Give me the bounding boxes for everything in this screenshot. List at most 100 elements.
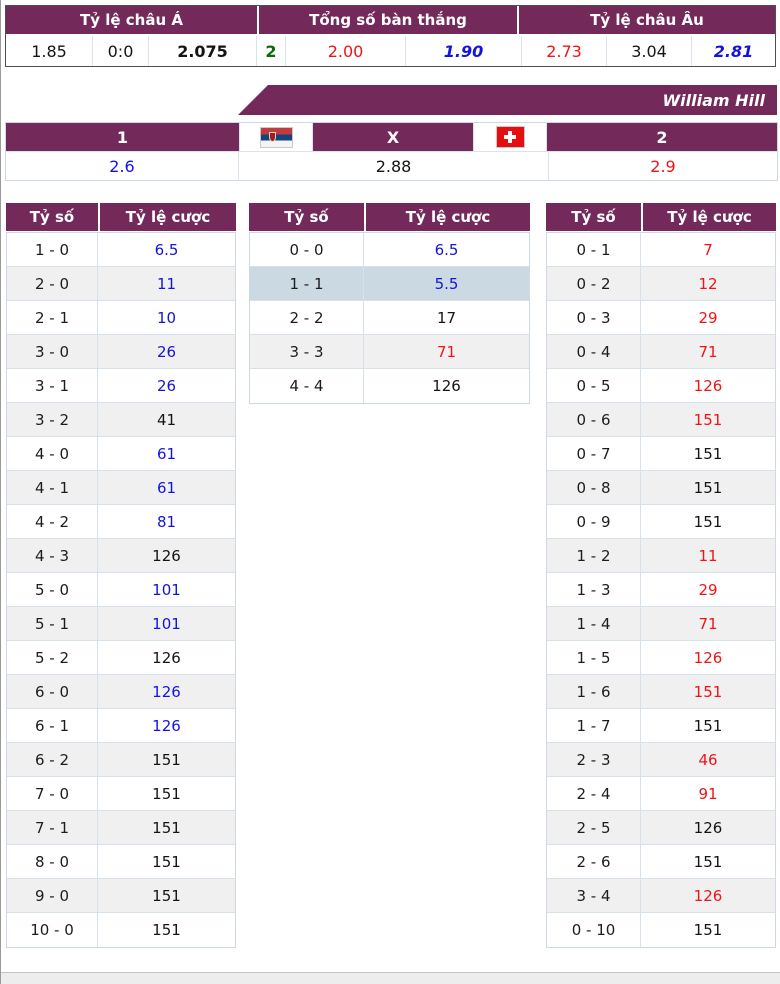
score-row: 8 - 0 151: [7, 845, 235, 879]
score-value: 3 - 2: [7, 403, 98, 436]
score-value: 3 - 1: [7, 369, 98, 402]
score-value: 5 - 1: [7, 607, 98, 640]
score-value: 0 - 8: [547, 471, 641, 504]
odds-value: 81: [156, 512, 177, 531]
score-value: 1 - 7: [547, 709, 641, 742]
score-row: 10 - 0 151: [7, 913, 235, 947]
score-row: 3 - 0 26: [7, 335, 235, 369]
odds-column-header: Tỷ lệ cược: [100, 203, 236, 231]
score-value: 6 - 0: [7, 675, 98, 708]
odds-value: 6.5: [154, 240, 179, 259]
score-row: 5 - 2 126: [7, 641, 235, 675]
odds-value: 101: [152, 614, 181, 633]
top-odds-values: 1.85 0:0 2.075 2 2.00 1.90 2.73 3.04 2.81: [6, 36, 775, 66]
score-rows: 1 - 0 6.5 2 - 0 11 2 - 1 10 3 - 0 26 3 - 1 26 3 - …: [6, 232, 236, 948]
score-value: 4 - 4: [250, 369, 364, 403]
score-value: 4 - 1: [7, 471, 98, 504]
score-row: 1 - 7 151: [547, 709, 775, 743]
odds-value: 151: [693, 921, 723, 939]
odds-value: 61: [156, 444, 177, 463]
footer-strip: [1, 972, 780, 984]
score-row: 4 - 3 126: [7, 539, 235, 573]
odds-value: 1.90: [406, 36, 522, 66]
home-flag-cell: [239, 123, 313, 151]
odds-column-header: Tỷ lệ cược: [366, 203, 530, 231]
match-odds-table: 1 X 2 2.6 2.88 2.9: [5, 122, 778, 181]
score-row: 6 - 1 126: [7, 709, 235, 743]
odds-value: 6.5: [434, 240, 459, 259]
asian-odds-header: Tỷ lệ châu Á: [6, 6, 257, 34]
home-label: 1: [6, 123, 239, 151]
score-value: 7 - 1: [7, 811, 98, 844]
score-value: 0 - 4: [547, 335, 641, 368]
score-column-header: Tỷ số: [249, 203, 364, 231]
odds-value: 151: [152, 784, 181, 803]
score-value: 0 - 3: [547, 301, 641, 334]
odds-value: 2.00: [286, 36, 406, 66]
odds-value: 11: [156, 274, 177, 293]
odds-value: 0:0: [93, 36, 149, 66]
odds-value: 151: [152, 852, 181, 871]
score-value: 6 - 1: [7, 709, 98, 742]
score-row: 2 - 6 151: [547, 845, 775, 879]
score-row: 0 - 9 151: [547, 505, 775, 539]
score-value: 6 - 2: [7, 743, 98, 776]
score-row: 3 - 3 71: [250, 335, 529, 369]
score-value: 1 - 1: [250, 267, 364, 300]
total-goals-header: Tổng số bàn thắng: [259, 6, 517, 34]
score-value: 2 - 0: [7, 267, 98, 300]
draw-label: X: [313, 123, 473, 151]
odds-value: 29: [698, 308, 718, 327]
odds-value: 151: [693, 512, 723, 531]
odds-value: 26: [156, 342, 177, 361]
score-row: 2 - 4 91: [547, 777, 775, 811]
score-row: 4 - 0 61: [7, 437, 235, 471]
match-odds-header-row: 1 X 2: [6, 123, 777, 151]
odds-value: 7: [703, 240, 713, 259]
score-value: 2 - 2: [250, 301, 364, 334]
score-row: 0 - 3 29: [547, 301, 775, 335]
away-flag-cell: [473, 123, 547, 151]
draw-score-table: Tỷ số Tỷ lệ cược 0 - 0 6.5 1 - 1 5.5 2 - 2 17…: [249, 203, 530, 404]
odds-value: 126: [693, 818, 723, 837]
score-value: 3 - 3: [250, 335, 364, 368]
score-value: 2 - 4: [547, 777, 641, 810]
score-row: 7 - 1 151: [7, 811, 235, 845]
score-row: 2 - 2 17: [250, 301, 529, 335]
odds-value: 10: [156, 308, 177, 327]
score-value: 0 - 6: [547, 403, 641, 436]
score-value: 4 - 3: [7, 539, 98, 572]
away-label: 2: [547, 123, 777, 151]
score-row: 1 - 3 29: [547, 573, 775, 607]
score-rows: 0 - 0 6.5 1 - 1 5.5 2 - 2 17 3 - 3 71 4 - 4 126: [249, 232, 530, 404]
serbia-crest-icon: [268, 131, 276, 142]
score-value: 0 - 10: [547, 913, 641, 947]
score-row: 1 - 1 5.5: [250, 267, 529, 301]
odds-value: 151: [152, 886, 181, 905]
odds-value: 126: [693, 648, 723, 667]
score-value: 0 - 1: [547, 233, 641, 266]
score-value: 5 - 0: [7, 573, 98, 606]
odds-column-header: Tỷ lệ cược: [643, 203, 776, 231]
score-row: 6 - 0 126: [7, 675, 235, 709]
bookmaker-banner[interactable]: William Hill: [238, 85, 777, 115]
odds-value: 151: [152, 750, 181, 769]
score-value: 9 - 0: [7, 879, 98, 912]
score-value: 2 - 3: [547, 743, 641, 776]
odds-value: 5.5: [434, 274, 459, 293]
odds-value: 91: [698, 784, 718, 803]
match-odds-values-row: 2.6 2.88 2.9: [6, 151, 777, 180]
odds-value: 151: [693, 716, 723, 735]
odds-value: 126: [152, 716, 181, 735]
odds-value: 126: [432, 377, 461, 395]
odds-value: 46: [698, 750, 718, 769]
score-row: 4 - 2 81: [7, 505, 235, 539]
score-value: 8 - 0: [7, 845, 98, 878]
odds-value: 151: [152, 818, 181, 837]
score-row: 9 - 0 151: [7, 879, 235, 913]
score-column-header: Tỷ số: [546, 203, 641, 231]
score-row: 3 - 2 41: [7, 403, 235, 437]
score-table-header: Tỷ số Tỷ lệ cược: [546, 203, 776, 231]
score-row: 4 - 4 126: [250, 369, 529, 403]
score-value: 0 - 5: [547, 369, 641, 402]
